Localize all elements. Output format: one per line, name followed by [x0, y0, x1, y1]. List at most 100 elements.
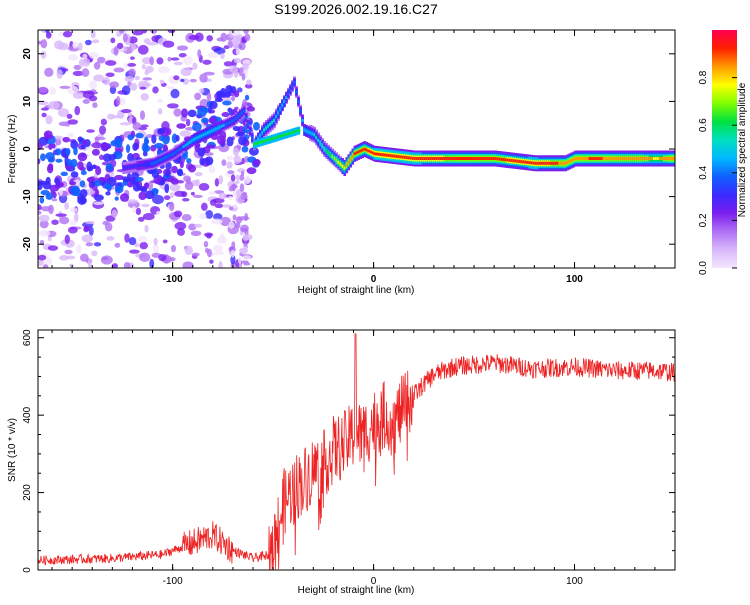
spectrogram-noise	[158, 66, 170, 74]
spectrogram-noise	[58, 121, 71, 127]
spectrogram-ridge-cell	[301, 118, 304, 122]
spectrogram-ridge-cell	[486, 157, 489, 161]
spectrogram-ridge-cell	[624, 157, 628, 161]
spectrogram-ytick-label: 20	[22, 48, 33, 60]
spectrogram-xtick-label: 100	[566, 274, 583, 285]
spectrogram-noise	[227, 170, 235, 175]
spectrogram-noise	[232, 190, 237, 196]
spectrogram-noise	[146, 134, 153, 138]
spectrogram-speckle	[39, 196, 45, 204]
spectrogram-ridge-cell	[132, 164, 136, 168]
spectrogram-noise	[213, 213, 223, 221]
spectrogram-noise	[84, 39, 92, 46]
spectrogram-speckle	[91, 148, 100, 156]
spectrogram-ridge-cell	[510, 158, 513, 162]
spectrogram-ridge-cell	[532, 161, 535, 165]
spectrogram-noise	[72, 91, 85, 99]
spectrogram-noise	[137, 236, 148, 243]
spectrogram-noise	[218, 261, 223, 268]
spectrogram-ridge-cell	[307, 130, 310, 134]
spectrogram-ridge-cell	[457, 157, 461, 161]
spectrogram-ridge-cell	[150, 162, 154, 166]
spectrogram-speckle	[45, 152, 55, 161]
spectrogram-noise	[82, 53, 88, 60]
spectrogram-ridge-cell	[520, 160, 523, 164]
spectrogram-speckle	[105, 191, 111, 196]
spectrogram-ridge-cell	[437, 157, 441, 161]
spectrogram-ridge-cell	[323, 147, 326, 151]
spectrogram-ridge-cell	[375, 152, 379, 156]
spectrogram-noise	[183, 175, 191, 182]
spectrogram-ridge-cell	[142, 163, 146, 167]
spectrogram-noise	[194, 179, 200, 187]
spectrogram-noise	[152, 194, 164, 205]
spectrogram-branch-cell	[277, 135, 281, 139]
spectrogram-noise	[64, 234, 70, 245]
spectrogram-noise	[216, 236, 227, 245]
spectrogram-noise	[170, 244, 177, 253]
spectrogram-speckle	[222, 100, 232, 106]
spectrogram-ridge-cell	[484, 157, 487, 161]
spectrogram-noise	[132, 30, 144, 36]
spectrogram-speckle	[205, 144, 216, 149]
spectrogram-xlabel: Height of straight line (km)	[298, 285, 415, 296]
colorbar-ticks: 0.0 0.2 0.4 0.6 0.8	[698, 70, 737, 275]
spectrogram-ridge-cell	[357, 150, 361, 154]
spectrogram-noise	[222, 204, 232, 208]
spectrogram-ridge-cell	[343, 166, 347, 170]
spectrogram-ridge-cell	[441, 157, 445, 161]
spectrogram-branch-cell	[279, 134, 283, 138]
spectrogram-noise	[230, 254, 236, 265]
spectrogram-speckle	[119, 193, 130, 202]
spectrogram-noise	[162, 239, 168, 244]
spectrogram-noise	[68, 263, 74, 268]
spectrogram-ridge-cell	[620, 157, 624, 161]
spectrogram-noise	[82, 99, 91, 104]
spectrogram-ridge-cell	[248, 129, 252, 133]
spectrogram-noise	[176, 45, 189, 51]
spectrogram-ridge-cell	[331, 155, 334, 159]
spectrogram-ridge-cell	[409, 156, 413, 160]
spectrogram-noise	[38, 100, 49, 106]
spectrogram-ytick-label: -10	[22, 189, 33, 204]
spectrogram-ridge-cell	[269, 122, 272, 126]
spectrogram-speckle	[54, 177, 60, 185]
spectrogram-ridge-cell	[401, 155, 405, 159]
spectrogram-noise	[51, 198, 58, 202]
spectrogram-ridge-cell	[257, 137, 260, 141]
spectrogram-ridge-cell	[287, 92, 290, 96]
spectrogram-noise	[203, 240, 209, 248]
spectrogram-speckle	[57, 182, 64, 188]
spectrogram-noise	[169, 183, 181, 192]
spectrogram-noise	[113, 67, 125, 73]
snr-xtick-label: 0	[371, 576, 377, 587]
spectrogram-noise	[139, 86, 147, 90]
spectrogram-noise	[100, 118, 107, 126]
spectrogram-ridge-cell	[355, 151, 359, 155]
spectrogram-speckle	[142, 151, 148, 157]
spectrogram-ridge-cell	[236, 115, 240, 119]
spectrogram-ridge-cell	[367, 149, 371, 153]
spectrogram-ridge-cell	[202, 133, 206, 137]
spectrogram-noise	[209, 199, 217, 206]
spectrogram-speckle	[204, 156, 214, 166]
spectrogram-speckle	[39, 153, 46, 162]
spectrogram-noise	[72, 41, 79, 49]
spectrogram-ridge-cell	[170, 153, 174, 157]
spectrogram-speckle	[54, 148, 62, 156]
spectrogram-noise	[107, 113, 115, 120]
spectrogram-ridge-cell	[504, 158, 507, 162]
colorbar-tick-label: 0.4	[698, 165, 709, 179]
spectrogram-noise	[139, 241, 149, 250]
spectrogram-ridge-cell	[640, 157, 644, 161]
spectrogram-noise	[86, 129, 95, 133]
spectrogram-speckle	[79, 180, 86, 188]
spectrogram-ridge-cell	[381, 153, 385, 157]
spectrogram-speckle	[176, 169, 184, 176]
spectrogram-ylabel: Frequency (Hz)	[7, 115, 18, 184]
spectrogram-speckle	[73, 146, 78, 156]
spectrogram-speckle	[108, 153, 117, 161]
spectrogram-noise	[75, 244, 82, 254]
spectrogram-speckle	[43, 130, 53, 140]
spectrogram-ridge-cell	[158, 158, 162, 162]
